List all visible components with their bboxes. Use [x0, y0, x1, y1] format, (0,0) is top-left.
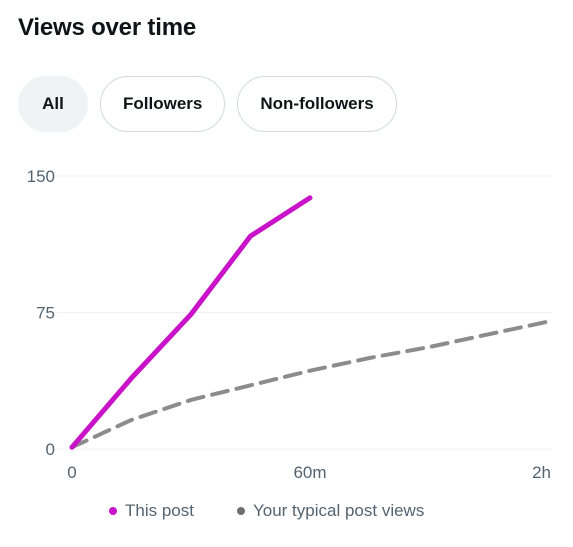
series-line-typical-views	[70, 319, 550, 450]
legend-item-typical-views: Your typical post views	[236, 501, 425, 521]
x-axis-tick-labels: 0 60m 2h	[67, 463, 551, 482]
filter-followers-button[interactable]: Followers	[100, 76, 226, 132]
legend-dot-this-post	[109, 507, 117, 515]
filter-non-followers-button[interactable]: Non-followers	[237, 76, 397, 132]
legend-item-this-post: This post	[109, 501, 194, 521]
legend-label-this-post: This post	[125, 501, 194, 520]
x-tick-label-2h: 2h	[532, 463, 551, 482]
series-lines	[69, 195, 550, 450]
x-tick-label-60m: 60m	[293, 463, 326, 482]
views-line-chart: 0 75 150 0 60m 2h	[27, 167, 552, 482]
y-tick-label-75: 75	[36, 304, 55, 323]
y-tick-label-0: 0	[46, 440, 55, 459]
chart-legend: This post Your typical post views	[109, 501, 424, 521]
y-tick-label-150: 150	[27, 167, 55, 186]
audience-filter-tabs: All Followers Non-followers	[18, 76, 397, 132]
grid-lines	[57, 175, 552, 450]
page-title: Views over time	[18, 14, 196, 41]
legend-label-typical-views: Your typical post views	[252, 501, 425, 520]
series-line-this-post	[69, 195, 313, 450]
x-tick-label-0: 0	[67, 463, 76, 482]
y-axis-tick-labels: 0 75 150	[27, 167, 55, 459]
filter-all-button[interactable]: All	[18, 76, 88, 132]
legend-dot-typical-views	[236, 507, 245, 515]
